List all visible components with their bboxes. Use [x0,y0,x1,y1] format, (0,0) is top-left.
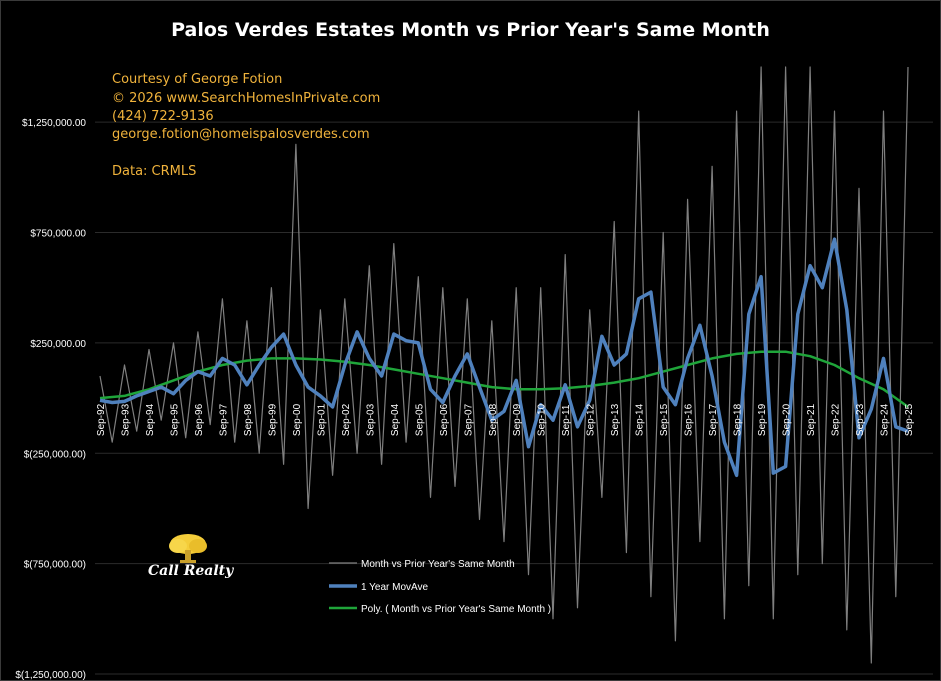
x-tick-label: Sep-23 [855,403,866,436]
x-tick-label: Sep-97 [218,403,229,436]
courtesy-line-2: © 2026 www.SearchHomesInPrivate.com [112,91,381,106]
courtesy-line-4: george.fotion@homeispalosverdes.com [112,127,370,142]
series-1-year-movave [99,237,909,478]
series-month-vs-prior-year [99,66,909,664]
x-tick-label: Sep-94 [145,403,156,436]
x-tick-label: Sep-06 [439,403,450,436]
x-tick-label: Sep-98 [243,403,254,436]
x-tick-label: Sep-14 [635,403,646,436]
x-tick-label: Sep-05 [414,403,425,436]
x-tick-label: Sep-99 [267,403,278,436]
x-tick-label: Sep-00 [292,403,303,436]
x-tick-label: Sep-03 [365,403,376,436]
legend-label: Poly. ( Month vs Prior Year's Same Month… [361,604,551,615]
x-tick-label: Sep-24 [880,403,891,436]
monthly-line [99,66,909,664]
logo-text: Call Realty [148,563,234,579]
courtesy-line-3: (424) 722-9136 [112,109,214,124]
x-tick-label: Sep-22 [831,403,842,436]
legend-label: 1 Year MovAve [361,582,429,593]
y-tick-label: $(750,000.00) [24,560,86,571]
x-tick-label: Sep-16 [684,403,695,436]
chart-title: Palos Verdes Estates Month vs Prior Year… [171,19,770,41]
x-tick-label: Sep-11 [561,404,572,436]
x-tick-label: Sep-12 [586,403,597,436]
tree-icon [169,534,207,563]
poly-trend-line [99,350,909,408]
y-tick-label: $(1,250,000.00) [15,670,86,681]
x-tick-label: Sep-18 [733,403,744,436]
y-tick-label: $1,250,000.00 [22,118,86,129]
x-tick-label: Sep-25 [904,403,915,436]
x-tick-label: Sep-20 [782,403,793,436]
courtesy-data-source: Data: CRMLS [112,164,197,179]
x-tick-label: Sep-07 [463,403,474,436]
series-poly-trend [99,350,909,408]
y-tick-label: $750,000.00 [30,229,86,240]
chart-legend: Month vs Prior Year's Same Month 1 Year M… [329,559,551,615]
x-tick-label: Sep-19 [757,403,768,436]
courtesy-line-1: Courtesy of George Fotion [112,72,283,87]
x-tick-label: Sep-21 [806,403,817,436]
x-tick-label: Sep-01 [316,403,327,436]
x-tick-label: Sep-02 [341,403,352,436]
x-tick-label: Sep-92 [96,403,107,436]
x-tick-label: Sep-15 [659,403,670,436]
x-axis-labels: Sep-92 Sep-93 Sep-94 Sep-95 Sep-96 Sep-97 Sep-… [96,403,915,436]
y-tick-label: $(250,000.00) [24,449,86,460]
x-tick-label: Sep-10 [537,403,548,436]
x-tick-label: Sep-96 [194,403,205,436]
x-tick-label: Sep-13 [610,403,621,436]
y-axis-labels: $1,250,000.00 $750,000.00 $250,000.00 $(250… [15,118,86,681]
x-tick-label: Sep-08 [488,403,499,436]
gridlines [95,121,933,675]
x-tick-label: Sep-95 [169,403,180,436]
movave-line [99,237,909,478]
x-tick-label: Sep-04 [390,403,401,436]
y-tick-label: $250,000.00 [30,339,86,350]
legend-label: Month vs Prior Year's Same Month [361,559,515,570]
x-tick-label: Sep-17 [708,403,719,436]
x-tick-label: Sep-09 [512,403,523,436]
x-tick-label: Sep-93 [120,403,131,436]
